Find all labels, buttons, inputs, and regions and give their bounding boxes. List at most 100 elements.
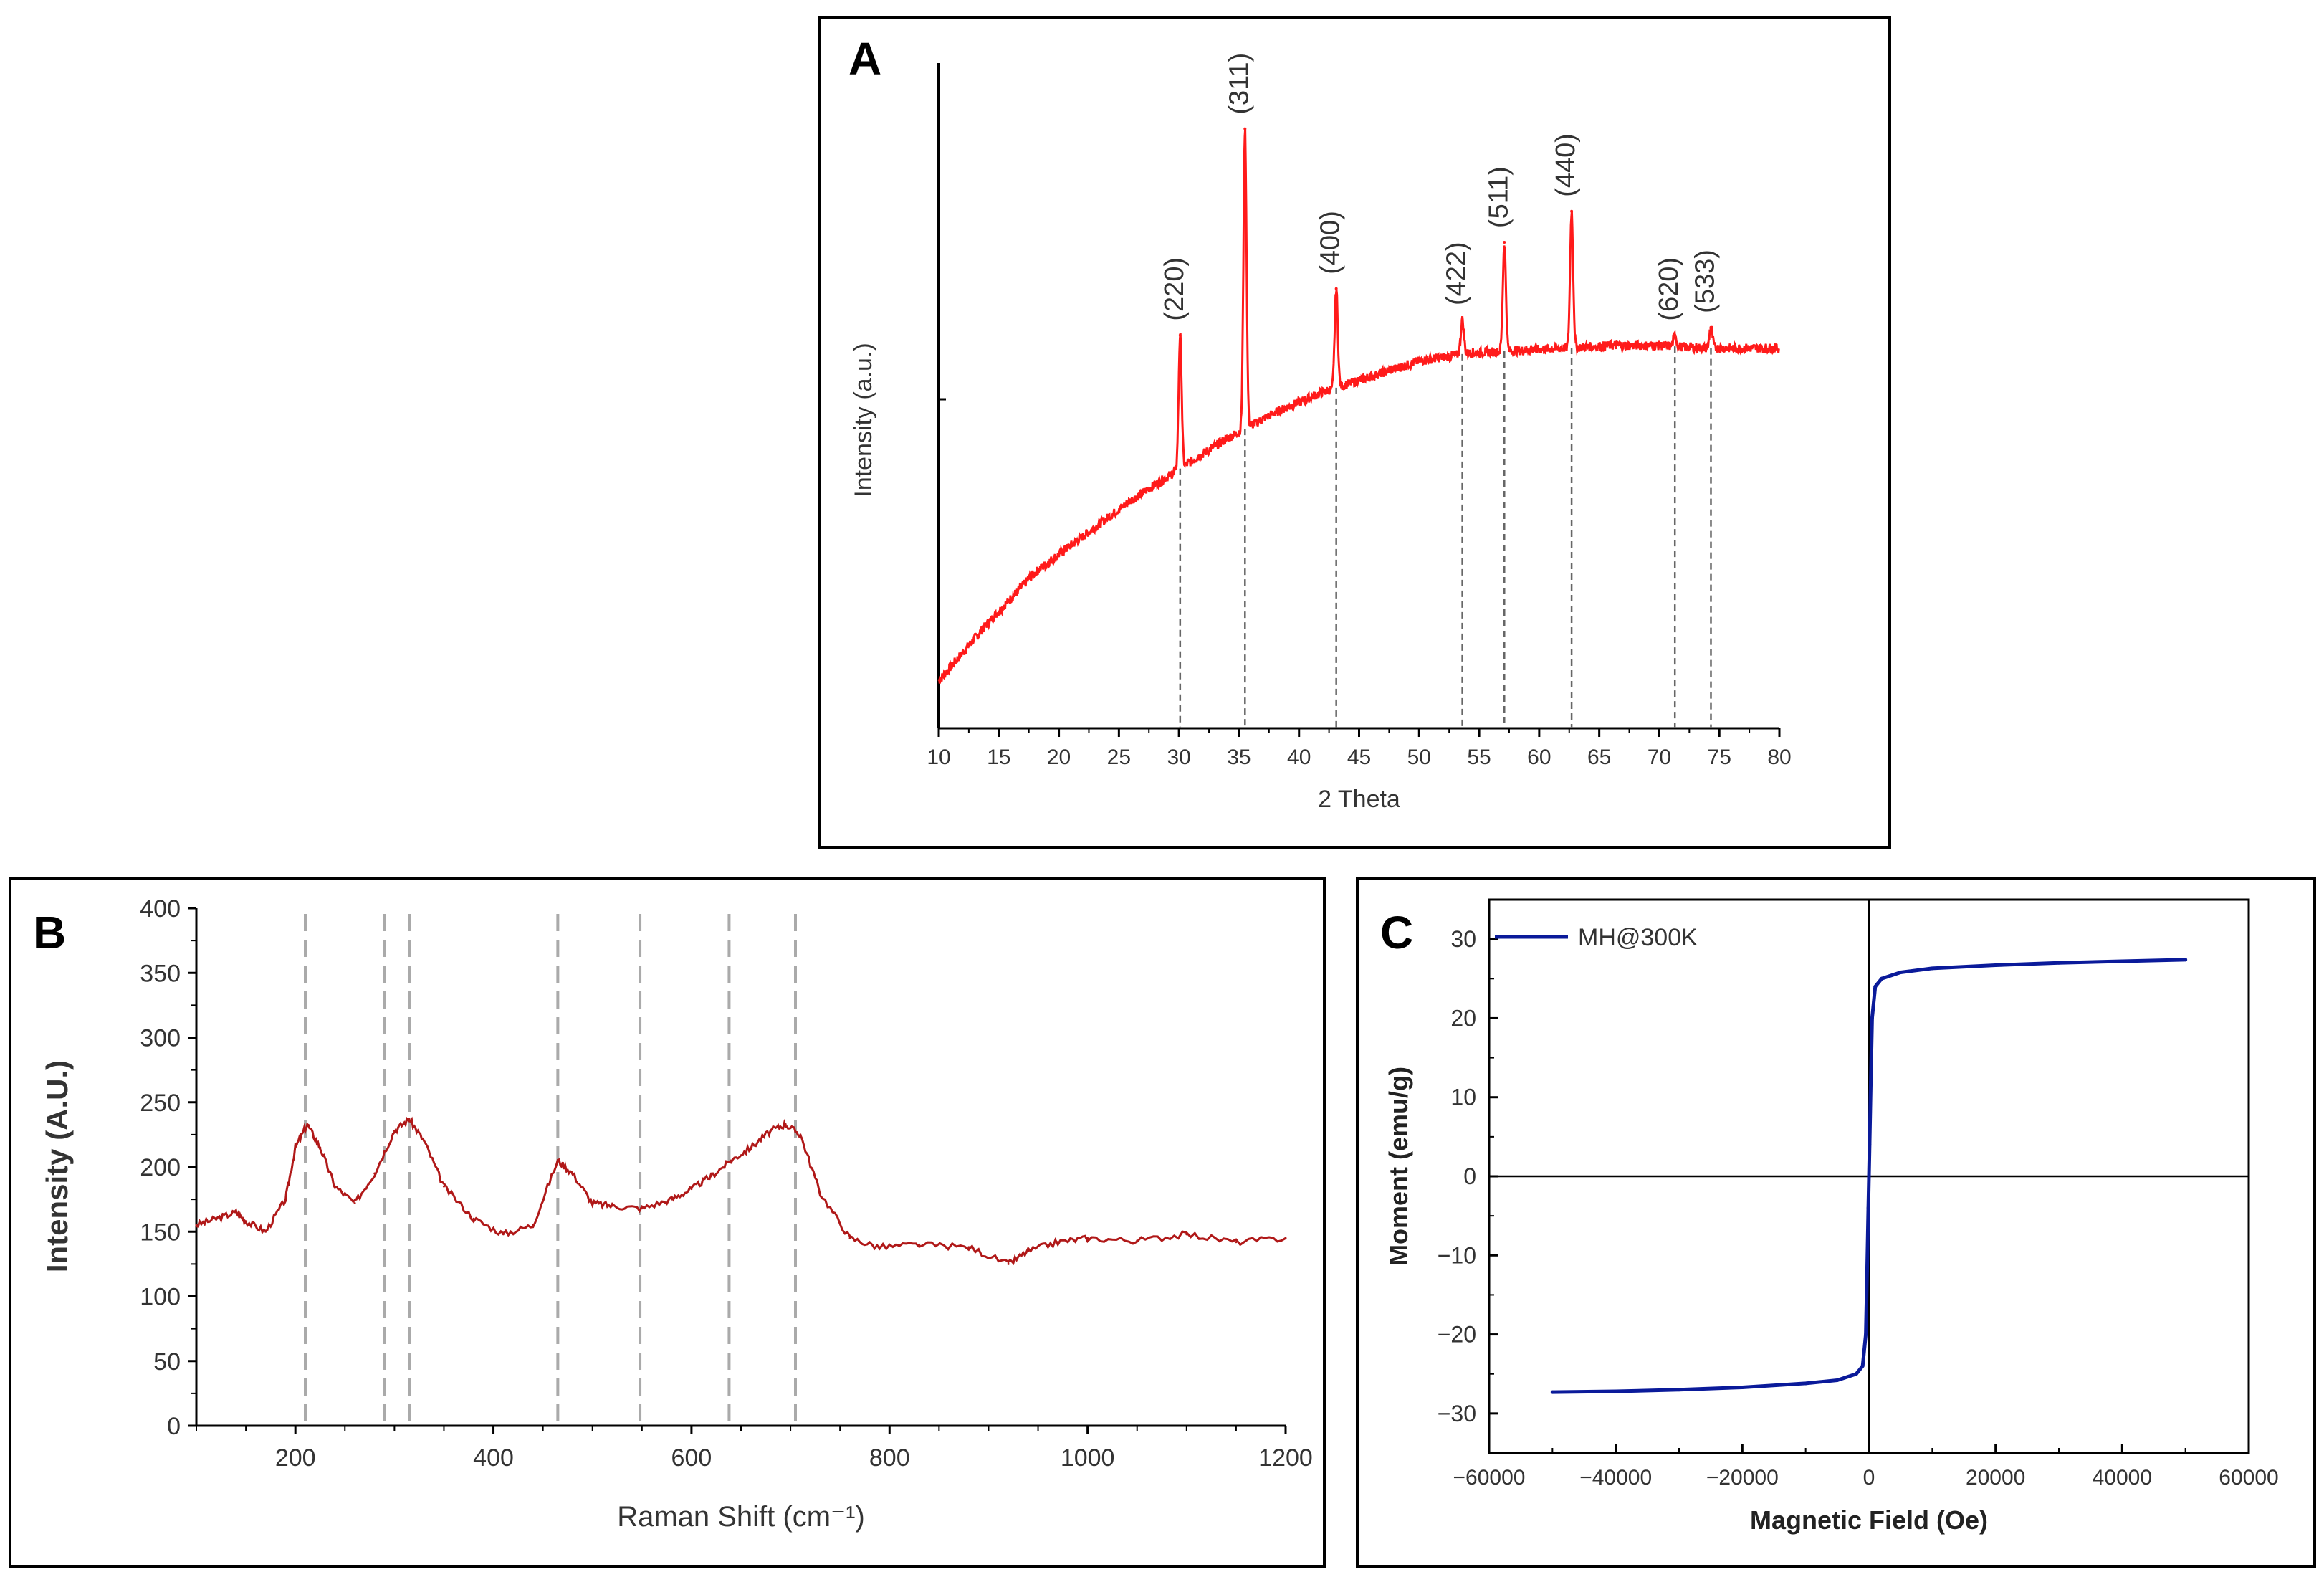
legend-label: MH@300K: [1578, 924, 1698, 951]
raman-point: [472, 1217, 475, 1220]
raman-point: [393, 1129, 396, 1132]
x-tick-label: 800: [869, 1444, 910, 1472]
x-tick-label: 80: [1767, 745, 1791, 769]
mh-point: [1898, 970, 1903, 974]
mh-point: [2057, 961, 2061, 965]
raman-point: [244, 1220, 247, 1223]
x-tick-label: 75: [1708, 745, 1731, 769]
peak-point: [1709, 325, 1713, 329]
x-tick-label: 40: [1287, 745, 1311, 769]
raman-point: [423, 1140, 426, 1143]
peak-label: (440): [1551, 133, 1581, 197]
y-tick-label: 0: [167, 1413, 181, 1440]
y-axis-label: Intensity (A.U.): [40, 1060, 74, 1272]
x-tick-label: 25: [1107, 745, 1131, 769]
panel-c-label: C: [1380, 907, 1413, 958]
y-tick-label: −20: [1438, 1322, 1476, 1348]
raman-point: [556, 1159, 559, 1162]
raman-point: [690, 1188, 693, 1191]
raman-point: [264, 1230, 267, 1233]
x-tick-label: 600: [671, 1444, 712, 1472]
raman-point: [215, 1217, 218, 1220]
raman-point: [710, 1175, 713, 1178]
xrd-series-line: [937, 129, 1780, 684]
y-tick-label: 20: [1450, 1005, 1476, 1031]
y-tick-label: 200: [140, 1154, 181, 1181]
raman-point: [571, 1172, 574, 1175]
raman-point: [967, 1246, 970, 1249]
mh-point: [1873, 984, 1878, 988]
raman-point: [333, 1185, 336, 1188]
magnetization-chart: C −30 −20 −10 0 10 20 30 −60000 −40000 −20000 0 200…: [1380, 898, 2279, 1535]
mh-point: [1740, 1385, 1744, 1389]
x-axis-label: Magnetic Field (Oe): [1750, 1505, 1988, 1535]
peak-point: [1673, 333, 1677, 337]
raman-point: [591, 1202, 594, 1205]
raman-point: [670, 1198, 673, 1201]
y-tick-label: 150: [140, 1219, 181, 1246]
x-tick-label: 20: [1047, 745, 1071, 769]
mh-point: [1880, 976, 1884, 981]
raman-point: [373, 1172, 376, 1175]
mh-point: [1867, 1174, 1871, 1178]
x-tick-label: 45: [1347, 745, 1371, 769]
mh-point: [1866, 1206, 1870, 1210]
peak-point: [1460, 318, 1464, 321]
peak-label: (311): [1224, 53, 1254, 115]
mh-point: [1865, 1269, 1869, 1273]
peak-label: (422): [1442, 242, 1472, 305]
x-tick-label: 50: [1407, 745, 1431, 769]
raman-point: [306, 1123, 309, 1125]
x-tick-label: 55: [1467, 745, 1491, 769]
raman-point: [1086, 1237, 1089, 1239]
peak-label: (533): [1690, 249, 1720, 313]
x-tick-label: 1200: [1258, 1444, 1313, 1472]
x-tick-label: 20000: [1966, 1466, 2025, 1490]
raman-point: [878, 1246, 881, 1249]
raman-point: [1235, 1241, 1238, 1244]
mh-point: [1869, 1080, 1873, 1084]
mh-point: [1677, 1388, 1681, 1392]
x-tick-label: 35: [1227, 745, 1251, 769]
x-tick-label: −40000: [1579, 1466, 1652, 1490]
panel-c-frame: C −30 −20 −10 0 10 20 30 −60000 −40000 −20000 0 200…: [1356, 877, 2316, 1568]
raman-point: [611, 1204, 613, 1207]
mh-point: [1870, 1016, 1874, 1020]
x-axis-label: 2 Theta: [1318, 786, 1400, 813]
mh-point: [2120, 959, 2124, 963]
panel-a-label: A: [848, 33, 881, 85]
x-axis-label: Raman Shift (cm⁻¹): [617, 1501, 865, 1533]
raman-point: [502, 1233, 505, 1236]
raman-point: [1284, 1237, 1287, 1239]
y-tick-label: 0: [1463, 1163, 1476, 1189]
raman-point: [408, 1118, 411, 1120]
x-tick-label: 0: [1863, 1466, 1875, 1490]
x-tick-label: 1000: [1061, 1444, 1115, 1472]
x-tick-label: 65: [1587, 745, 1611, 769]
mh-point: [1864, 1333, 1868, 1337]
mh-point: [1550, 1390, 1554, 1394]
y-tick-label: −30: [1438, 1401, 1476, 1426]
x-tick-label: 40000: [2093, 1466, 2152, 1490]
x-tick-label: 60000: [2219, 1466, 2278, 1490]
mh-point: [2184, 958, 2188, 962]
raman-point: [819, 1191, 822, 1194]
raman-point: [784, 1123, 787, 1125]
raman-point: [769, 1129, 772, 1132]
raman-point: [294, 1146, 297, 1149]
peak-label: (400): [1316, 211, 1346, 275]
raman-chart: B 0 50 100 150 200 250 300 350 400 200 400 600 800 10…: [33, 895, 1313, 1533]
peak-label: (620): [1654, 257, 1684, 321]
y-tick-label: 100: [140, 1284, 181, 1311]
raman-point: [195, 1224, 198, 1226]
mh-point: [1860, 1364, 1865, 1368]
x-tick-label: 60: [1527, 745, 1551, 769]
peak-point: [1243, 127, 1247, 130]
y-tick-label: 350: [140, 960, 181, 987]
y-tick-label: 30: [1450, 926, 1476, 952]
mh-point: [1930, 966, 1934, 971]
panel-a-frame: A 10 15 20 25 30 35 40 45 50 55 60 65 70 75 80 2 Theta I…: [818, 16, 1891, 849]
panel-b-frame: B 0 50 100 150 200 250 300 350 400 200 400 600 800 10…: [9, 877, 1326, 1568]
y-tick-label: 10: [1450, 1085, 1476, 1110]
raman-point: [1007, 1262, 1010, 1265]
